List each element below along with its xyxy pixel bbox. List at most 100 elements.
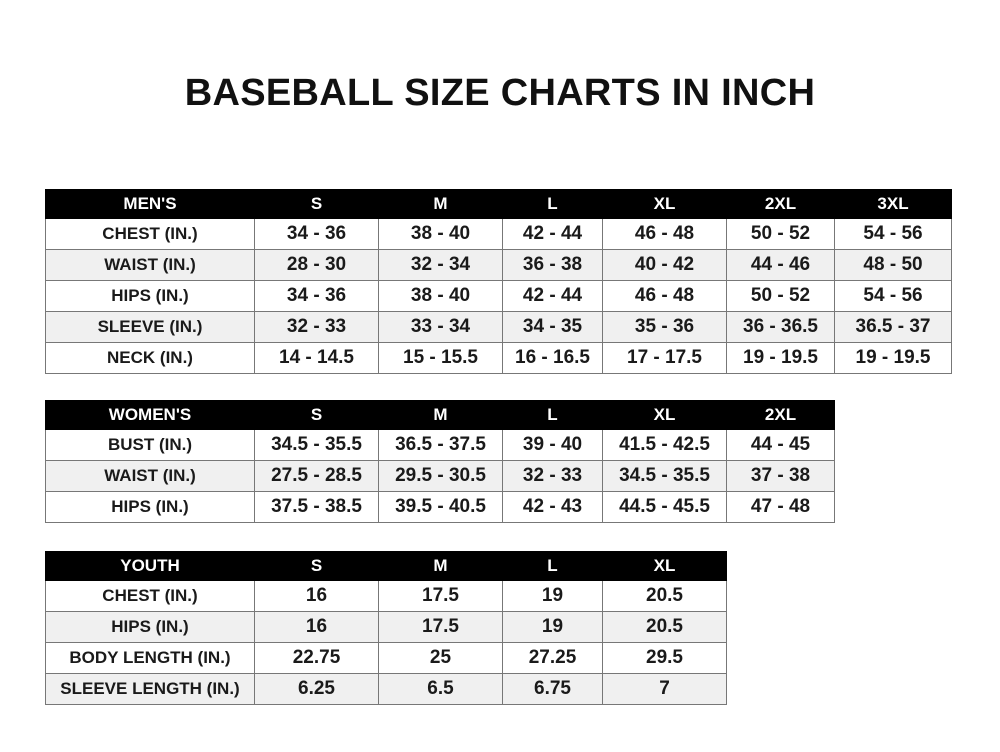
size-value: 46 - 48 [602, 280, 727, 312]
size-header: S [254, 400, 379, 430]
size-value: 19 - 19.5 [726, 342, 835, 374]
size-value: 50 - 52 [726, 280, 835, 312]
size-value: 37.5 - 38.5 [254, 491, 379, 523]
table-row: CHEST (IN.) 34 - 36 38 - 40 42 - 44 46 - 48 5… [45, 218, 952, 250]
measurement-label: BODY LENGTH (IN.) [45, 642, 255, 674]
size-header: 2XL [726, 400, 835, 430]
size-value: 17.5 [378, 580, 503, 612]
table-row: SLEEVE LENGTH (IN.) 6.25 6.5 6.75 7 [45, 673, 727, 705]
size-value: 29.5 - 30.5 [378, 460, 503, 492]
size-value: 50 - 52 [726, 218, 835, 250]
size-value: 54 - 56 [834, 280, 952, 312]
table-row: BODY LENGTH (IN.) 22.75 25 27.25 29.5 [45, 642, 727, 674]
table-row: HIPS (IN.) 37.5 - 38.5 39.5 - 40.5 42 - 43 4… [45, 491, 835, 523]
size-value: 6.5 [378, 673, 503, 705]
size-value: 34 - 36 [254, 218, 379, 250]
size-value: 25 [378, 642, 503, 674]
measurement-label: CHEST (IN.) [45, 218, 255, 250]
size-value: 17 - 17.5 [602, 342, 727, 374]
size-value: 39 - 40 [502, 429, 603, 461]
size-value: 39.5 - 40.5 [378, 491, 503, 523]
table-category-header: WOMEN'S [45, 400, 255, 430]
mens-size-table: MEN'S S M L XL 2XL 3XL CHEST (IN.) 34 - 36 38 - 4… [45, 189, 952, 374]
measurement-label: CHEST (IN.) [45, 580, 255, 612]
measurement-label: NECK (IN.) [45, 342, 255, 374]
header-row: WOMEN'S S M L XL 2XL [45, 400, 835, 430]
size-value: 34 - 36 [254, 280, 379, 312]
size-value: 14 - 14.5 [254, 342, 379, 374]
size-value: 20.5 [602, 611, 727, 643]
size-header: M [378, 551, 503, 581]
size-value: 42 - 44 [502, 218, 603, 250]
size-value: 27.25 [502, 642, 603, 674]
table-row: NECK (IN.) 14 - 14.5 15 - 15.5 16 - 16.5 17 … [45, 342, 952, 374]
womens-size-table: WOMEN'S S M L XL 2XL BUST (IN.) 34.5 - 35.5 36.5… [45, 400, 835, 523]
size-value: 6.75 [502, 673, 603, 705]
measurement-label: HIPS (IN.) [45, 280, 255, 312]
table-row: HIPS (IN.) 34 - 36 38 - 40 42 - 44 46 - 48 50… [45, 280, 952, 312]
size-value: 47 - 48 [726, 491, 835, 523]
size-header: S [254, 551, 379, 581]
size-header: 3XL [834, 189, 952, 219]
size-value: 6.25 [254, 673, 379, 705]
table-category-header: YOUTH [45, 551, 255, 581]
size-value: 19 [502, 611, 603, 643]
header-row: YOUTH S M L XL [45, 551, 727, 581]
size-header: 2XL [726, 189, 835, 219]
measurement-label: HIPS (IN.) [45, 611, 255, 643]
measurement-label: HIPS (IN.) [45, 491, 255, 523]
size-value: 54 - 56 [834, 218, 952, 250]
size-value: 36 - 36.5 [726, 311, 835, 343]
page-title: BASEBALL SIZE CHARTS IN INCH [184, 72, 816, 114]
table-row: SLEEVE (IN.) 32 - 33 33 - 34 34 - 35 35 - 36… [45, 311, 952, 343]
size-value: 15 - 15.5 [378, 342, 503, 374]
size-value: 19 - 19.5 [834, 342, 952, 374]
size-value: 33 - 34 [378, 311, 503, 343]
size-value: 34.5 - 35.5 [602, 460, 727, 492]
size-header: M [378, 400, 503, 430]
measurement-label: SLEEVE (IN.) [45, 311, 255, 343]
size-value: 38 - 40 [378, 218, 503, 250]
size-value: 17.5 [378, 611, 503, 643]
size-value: 36 - 38 [502, 249, 603, 281]
size-header: XL [602, 189, 727, 219]
size-value: 16 [254, 580, 379, 612]
size-value: 27.5 - 28.5 [254, 460, 379, 492]
measurement-label: SLEEVE LENGTH (IN.) [45, 673, 255, 705]
size-header: S [254, 189, 379, 219]
size-value: 7 [602, 673, 727, 705]
size-value: 20.5 [602, 580, 727, 612]
measurement-label: WAIST (IN.) [45, 249, 255, 281]
size-value: 22.75 [254, 642, 379, 674]
size-value: 32 - 33 [254, 311, 379, 343]
size-value: 48 - 50 [834, 249, 952, 281]
table-row: CHEST (IN.) 16 17.5 19 20.5 [45, 580, 727, 612]
table-row: WAIST (IN.) 27.5 - 28.5 29.5 - 30.5 32 - 33… [45, 460, 835, 492]
size-header: M [378, 189, 503, 219]
size-value: 36.5 - 37.5 [378, 429, 503, 461]
header-row: MEN'S S M L XL 2XL 3XL [45, 189, 952, 219]
size-value: 34.5 - 35.5 [254, 429, 379, 461]
size-value: 36.5 - 37 [834, 311, 952, 343]
size-header: XL [602, 551, 727, 581]
size-value: 41.5 - 42.5 [602, 429, 727, 461]
table-row: WAIST (IN.) 28 - 30 32 - 34 36 - 38 40 - 42 4… [45, 249, 952, 281]
size-value: 37 - 38 [726, 460, 835, 492]
size-value: 42 - 43 [502, 491, 603, 523]
measurement-label: BUST (IN.) [45, 429, 255, 461]
size-header: L [502, 551, 603, 581]
size-value: 16 - 16.5 [502, 342, 603, 374]
size-value: 42 - 44 [502, 280, 603, 312]
size-value: 44 - 46 [726, 249, 835, 281]
size-value: 19 [502, 580, 603, 612]
table-row: BUST (IN.) 34.5 - 35.5 36.5 - 37.5 39 - 40 4… [45, 429, 835, 461]
size-header: L [502, 189, 603, 219]
measurement-label: WAIST (IN.) [45, 460, 255, 492]
youth-size-table: YOUTH S M L XL CHEST (IN.) 16 17.5 19 20.5 HIPS (I… [45, 551, 727, 705]
size-value: 29.5 [602, 642, 727, 674]
size-value: 46 - 48 [602, 218, 727, 250]
size-header: L [502, 400, 603, 430]
size-value: 34 - 35 [502, 311, 603, 343]
size-value: 44.5 - 45.5 [602, 491, 727, 523]
size-value: 35 - 36 [602, 311, 727, 343]
